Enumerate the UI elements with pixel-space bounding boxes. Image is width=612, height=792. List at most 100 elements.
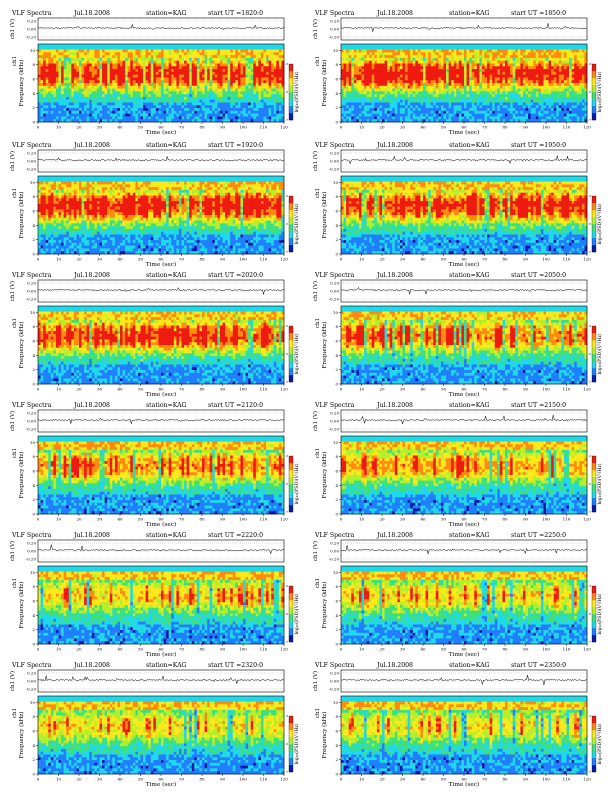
time-tick-label: 50 — [441, 125, 447, 130]
ch1-signal-trace — [37, 23, 285, 31]
spectrogram-cells — [341, 306, 588, 385]
time-tick-label: 90 — [523, 387, 529, 392]
time-tick-label: 30 — [400, 517, 406, 522]
freq-tick-label: 6 — [32, 209, 35, 214]
time-tick-label: 110 — [563, 257, 571, 262]
channel-side-label: ch1 — [12, 318, 18, 328]
time-tick-label: 110 — [260, 125, 268, 130]
panel-title: VLF Spectra — [314, 662, 355, 669]
spectrogram-cells — [38, 696, 285, 775]
spectrogram-svg: VLF Spectra Jul.18.2008 station=KAG start U… — [312, 402, 603, 528]
ch1-signal-trace — [340, 414, 588, 425]
panel-station: station=KAG — [146, 402, 187, 409]
colorbar-frame — [288, 585, 294, 643]
time-tick-label: 40 — [117, 647, 123, 652]
time-tick-label: 100 — [239, 647, 247, 652]
ch1-tick-label: 0.00 — [330, 549, 339, 554]
time-tick-label: 10 — [56, 647, 62, 652]
colorbar-frame — [591, 325, 597, 383]
freq-tick-label: 10 — [333, 310, 339, 315]
colorbar-step — [289, 354, 293, 362]
time-tick-label: 110 — [260, 257, 268, 262]
freq-tick-label: 2 — [32, 367, 35, 372]
time-tick-label: 0 — [340, 647, 343, 652]
frequency-axis-label: Frequency (kHz) — [18, 582, 25, 629]
ch1-tick-label: -0.20 — [26, 427, 37, 432]
colorbar-step — [289, 361, 293, 369]
spectrogram-svg: VLF Spectra Jul.18.2008 station=KAG start U… — [9, 532, 300, 658]
colorbar-step — [592, 238, 596, 246]
panel-date: Jul.18.2008 — [376, 402, 413, 409]
time-tick-label: 60 — [461, 257, 467, 262]
colorbar-tick-label: -5 — [588, 352, 591, 356]
spectrogram-svg: VLF Spectra Jul.18.2008 station=KAG start U… — [312, 10, 603, 136]
time-tick-label: 80 — [502, 257, 508, 262]
ch1-tick-label: 0.00 — [330, 27, 339, 32]
time-tick-label: 0 — [37, 647, 40, 652]
panel-title: VLF Spectra — [11, 402, 52, 409]
colorbar-tick-label: -5 — [285, 90, 288, 94]
ch1-signal-trace — [37, 417, 285, 424]
freq-tick-label: 10 — [333, 440, 339, 445]
time-tick-label: 90 — [220, 257, 226, 262]
time-tick-label: 70 — [482, 257, 488, 262]
colorbar-step — [289, 224, 293, 232]
panel-station: station=KAG — [146, 662, 187, 669]
spectrogram-svg: VLF Spectra Jul.18.2008 station=KAG start U… — [312, 142, 603, 268]
colorbar-step — [289, 196, 293, 204]
colorbar-step — [289, 716, 293, 724]
freq-tick-label: 4 — [32, 223, 35, 228]
time-tick-label: 50 — [138, 517, 144, 522]
colorbar-step — [592, 600, 596, 608]
colorbar-label: log₁₀(PSD)(V²/Hz) — [293, 203, 300, 244]
freq-tick-label: 6 — [335, 209, 338, 214]
freq-tick-label: 6 — [335, 469, 338, 474]
ch1-axis-label: ch1 (V) — [312, 411, 319, 431]
freq-tick-label: 4 — [335, 353, 338, 358]
time-tick-label: 50 — [441, 517, 447, 522]
colorbar-step — [592, 744, 596, 752]
freq-tick-label: 2 — [335, 497, 338, 502]
time-tick-label: 30 — [400, 647, 406, 652]
freq-tick-label: 0 — [32, 772, 35, 777]
time-tick-label: 120 — [583, 257, 591, 262]
colorbar — [289, 716, 293, 773]
freq-tick-label: 6 — [335, 77, 338, 82]
colorbar-step — [592, 716, 596, 724]
spectrogram-cells — [341, 696, 588, 775]
freq-tick-label: 2 — [32, 497, 35, 502]
time-tick-label: 0 — [340, 387, 343, 392]
time-tick-label: 70 — [482, 647, 488, 652]
time-tick-label: 20 — [379, 387, 385, 392]
panel-start-time: start UT =2220:0 — [208, 532, 263, 539]
spectrogram-cells — [38, 44, 285, 123]
colorbar-step — [592, 484, 596, 492]
colorbar-step — [592, 477, 596, 485]
time-tick-label: 100 — [542, 517, 550, 522]
time-tick-label: 60 — [158, 257, 164, 262]
colorbar-tick-label: -7 — [588, 510, 591, 514]
ch1-tick-label: 0.20 — [330, 411, 339, 416]
freq-tick-label: 10 — [333, 48, 339, 53]
time-tick-label: 120 — [280, 125, 288, 130]
colorbar-step — [289, 505, 293, 513]
time-tick-label: 30 — [400, 387, 406, 392]
time-tick-label: 20 — [76, 257, 82, 262]
ch1-signal-trace — [340, 155, 588, 165]
spectrogram-svg: VLF Spectra Jul.18.2008 station=KAG start U… — [312, 662, 603, 788]
time-tick-label: 10 — [359, 257, 365, 262]
time-tick-label: 100 — [542, 777, 550, 782]
freq-tick-label: 8 — [32, 584, 35, 589]
colorbar-step — [592, 463, 596, 471]
time-tick-label: 100 — [542, 647, 550, 652]
time-tick-label: 70 — [179, 257, 185, 262]
channel-side-label: ch1 — [12, 578, 18, 588]
ch1-signal-trace — [38, 544, 285, 555]
colorbar-tick-label: -7 — [285, 640, 288, 644]
colorbar-step — [592, 196, 596, 204]
panel-start-time: start UT =2320:0 — [208, 662, 263, 669]
colorbar-tick-label: -7 — [588, 380, 591, 384]
time-tick-label: 0 — [340, 517, 343, 522]
spectrogram-panel: VLF Spectra Jul.18.2008 station=KAG start U… — [4, 658, 304, 788]
time-tick-label: 110 — [260, 517, 268, 522]
